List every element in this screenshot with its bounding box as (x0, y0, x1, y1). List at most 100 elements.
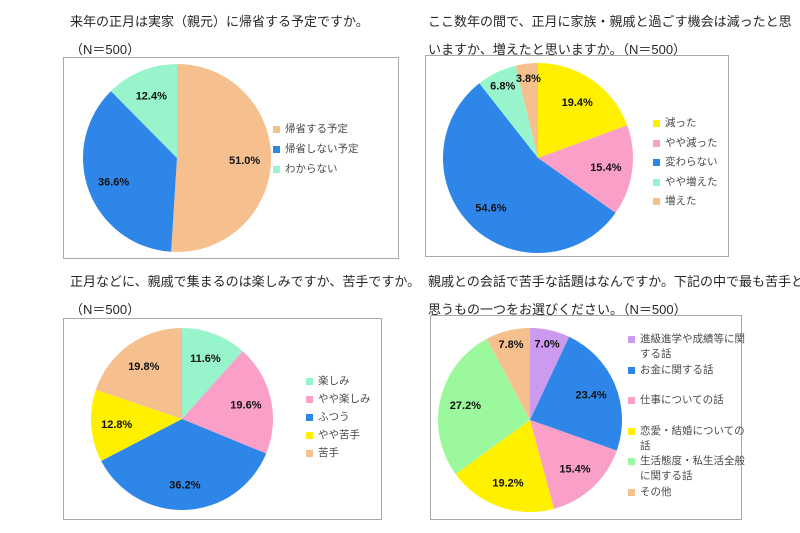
pie-slice-percent-label: 23.4% (575, 390, 606, 402)
legend-label: お金に関する話 (640, 363, 714, 376)
chart-legend: 減った やや減った 変わらない やや増えた 増えた (426, 56, 728, 256)
legend-swatch-icon (306, 414, 313, 421)
pie-slice-percent-label: 51.0% (229, 155, 260, 167)
legend-item: 帰省しない予定 (273, 142, 393, 157)
legend-item: 楽しみ (306, 374, 426, 389)
pie-slice-percent-label: 6.8% (490, 80, 515, 92)
pie-slice (110, 64, 177, 158)
legend-swatch-icon (628, 427, 635, 435)
pie-slice-percent-label: 36.6% (98, 177, 129, 189)
legend-item: やや苦手 (306, 428, 426, 443)
pie-chart-frequency-change: 19.4% 15.4% 54.6% 6.8% 3.8% 減った やや減った 変わらない やや増え… (425, 55, 729, 257)
legend-swatch-icon (653, 178, 660, 186)
pie-slice (530, 328, 570, 420)
legend-item: 苦手 (306, 446, 426, 461)
pie-plot-area: 19.4% 15.4% 54.6% 6.8%3.8% (443, 62, 633, 253)
pie-plot-area: 11.6% 19.6% 36.2% 12.8% 19.8% (90, 328, 273, 510)
pie-chart-difficult-topics: 7.0% 23.4% 15.4% 19.2% 27.2% 7.8% 進級進学や成績等に関する… (430, 315, 745, 520)
legend-label: ふつう (318, 411, 350, 423)
legend-label: 進級進学や成績等に関する話 (640, 333, 745, 360)
chart-title-difficult-topics: 親戚との会話で苦手な話題はなんですか。下記の中で最も苦手と 思うもの一つをお選び… (428, 268, 800, 324)
pie-slice (530, 336, 623, 451)
pie-slice-percent-label: 7.0% (535, 339, 560, 351)
pie-slice-percent-label: 27.2% (450, 400, 481, 412)
legend-label: 帰省する予定 (285, 123, 348, 135)
legend-label: 帰省しない予定 (285, 143, 359, 155)
legend-swatch-icon (628, 336, 635, 343)
legend-swatch-icon (653, 159, 660, 166)
legend-item: 進級進学や成績等に関する話 (628, 332, 746, 362)
pie-slice (437, 338, 530, 475)
legend-item: 仕事についての話 (628, 393, 746, 408)
chart-title-line: 親戚との会話で苦手な話題はなんですか。下記の中で最も苦手と (428, 274, 800, 289)
legend-label: 減った (665, 117, 697, 129)
legend-item: その他 (628, 485, 746, 500)
chart-legend: 帰省する予定 帰省しない予定わからない (64, 58, 398, 258)
legend-label: やや減った (665, 136, 718, 149)
pie-slice (83, 91, 177, 252)
legend-label: やや苦手 (318, 429, 360, 441)
legend-swatch-icon (273, 126, 280, 133)
legend-swatch-icon (273, 166, 280, 173)
chart-title-gathering-sentiment: 正月などに、親戚で集まるのは楽しみですか、苦手ですか。 （N＝500） (70, 268, 420, 324)
pie-slice-percent-label: 19.2% (492, 478, 523, 490)
chart-title-line: 正月などに、親戚で集まるのは楽しみですか、苦手ですか。 (70, 274, 421, 289)
legend-swatch-icon (653, 198, 660, 205)
pie-slice-percent-label: 15.4% (559, 464, 590, 476)
legend-swatch-icon (628, 366, 635, 374)
legend-item: 変わらない (653, 155, 773, 170)
pie-slice-percent-label: 36.2% (169, 480, 200, 492)
legend-swatch-icon (653, 120, 660, 127)
legend-item: ふつう (306, 410, 426, 425)
legend-item: 恋愛・結婚についての話 (628, 424, 746, 454)
legend-item: やや増えた (653, 175, 773, 190)
pie-slice-percent-label: 7.8% (498, 339, 523, 351)
chart-legend: 楽しみやや楽しみふつうやや苦手苦手 (64, 319, 381, 519)
legend-label: 生活態度・私生活全般に関する話 (640, 455, 745, 482)
legend-item: わからない (273, 162, 393, 177)
pie-slice (455, 420, 554, 513)
pie-slice (90, 389, 182, 461)
legend-swatch-icon (628, 458, 635, 465)
pie-chart-gathering-sentiment: 11.6% 19.6% 36.2% 12.8% 19.8% 楽しみ やや楽しみ ふつう やや苦手… (63, 318, 382, 520)
legend-swatch-icon (628, 488, 635, 496)
chart-title-line: ここ数年の間で、正月に家族・親戚と過ごす機会は減ったと思 (428, 14, 792, 29)
legend-label: 苦手 (318, 447, 339, 459)
pie-slice-percent-label: 54.6% (475, 203, 506, 215)
legend-item: 減った (653, 116, 773, 131)
pie-slice-percent-label: 12.8% (101, 419, 132, 431)
pie-plot-area: 51.0% 36.6% 12.4% (83, 63, 272, 252)
chart-title-line: 思うもの一つをお選びください。（N＝500） (428, 302, 687, 317)
legend-item: お金に関する話 (628, 363, 746, 378)
legend-item: 増えた (653, 194, 773, 209)
legend-swatch-icon (306, 378, 313, 385)
pie-slice (182, 351, 273, 454)
legend-label: その他 (640, 485, 672, 498)
legend-label: やや楽しみ (318, 393, 371, 405)
pie-slice (95, 328, 182, 419)
pie-slice (530, 420, 617, 509)
legend-label: 変わらない (665, 156, 718, 168)
pie-slice (538, 125, 633, 213)
legend-item: やや減った (653, 136, 773, 151)
legend-label: 楽しみ (318, 375, 350, 387)
legend-item: やや楽しみ (306, 392, 426, 407)
chart-title-homecoming: 来年の正月は実家（親元）に帰省する予定ですか。 （N＝500） (70, 8, 369, 64)
legend-label: 増えた (665, 195, 697, 207)
legend-item: 生活態度・私生活全般に関する話 (628, 454, 746, 484)
pie-slice-percent-label: 19.4% (562, 97, 593, 109)
pie-plot-area: 7.0% 23.4% 15.4% 19.2% 27.2% 7.8% (437, 328, 623, 513)
pie-slice-percent-label: 15.4% (590, 162, 621, 174)
pie-slice-percent-label: 3.8% (516, 73, 541, 85)
pie-slice-percent-label: 19.8% (128, 361, 159, 373)
chart-n-label: （N＝500） (70, 42, 141, 57)
legend-swatch-icon (653, 139, 660, 147)
pie-slice (479, 65, 538, 158)
pie-slice-percent-label: 19.6% (230, 399, 261, 411)
pie-slice (171, 63, 272, 252)
legend-swatch-icon (306, 432, 313, 439)
legend-swatch-icon (306, 396, 313, 403)
pie-slice-percent-label: 11.6% (190, 353, 221, 365)
legend-swatch-icon (628, 397, 635, 404)
